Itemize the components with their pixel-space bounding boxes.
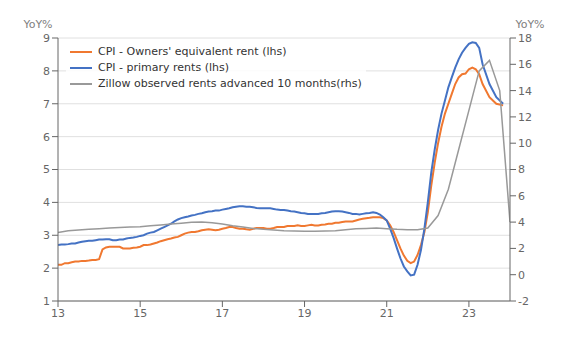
svg-text:3: 3 [43,229,50,242]
svg-text:4: 4 [518,216,525,229]
svg-text:12: 12 [518,111,532,124]
svg-text:17: 17 [215,307,229,320]
svg-text:YoY%: YoY% [514,18,544,31]
svg-text:6: 6 [518,190,525,203]
svg-text:1: 1 [43,295,50,308]
html-text:CPI - Owners' equivalent rent: CPI - Owners' equivalent rent (lhs) [98,45,287,58]
svg-text:18: 18 [518,32,532,45]
svg-text:YoY%: YoY% [22,18,52,31]
html-text:Zillow observed rents advanced: Zillow observed rents advanced 10 months… [98,77,362,90]
svg-text:21: 21 [380,307,394,320]
svg-text:19: 19 [298,307,312,320]
svg-text:23: 23 [462,307,476,320]
svg-text:7: 7 [43,98,50,111]
svg-text:15: 15 [133,307,147,320]
svg-text:5: 5 [43,163,50,176]
svg-text:2: 2 [43,262,50,275]
svg-text:4: 4 [43,196,50,209]
html-text:CPI - primary rents (lhs): CPI - primary rents (lhs) [98,61,229,74]
svg-text:2: 2 [518,242,525,255]
svg-text:9: 9 [43,32,50,45]
svg-text:8: 8 [43,65,50,78]
svg-text:6: 6 [43,131,50,144]
svg-text:-2: -2 [518,295,529,308]
svg-text:10: 10 [518,137,532,150]
svg-text:16: 16 [518,58,532,71]
svg-text:0: 0 [518,269,525,282]
svg-text:14: 14 [518,85,532,98]
svg-text:13: 13 [51,307,65,320]
svg-text:8: 8 [518,163,525,176]
